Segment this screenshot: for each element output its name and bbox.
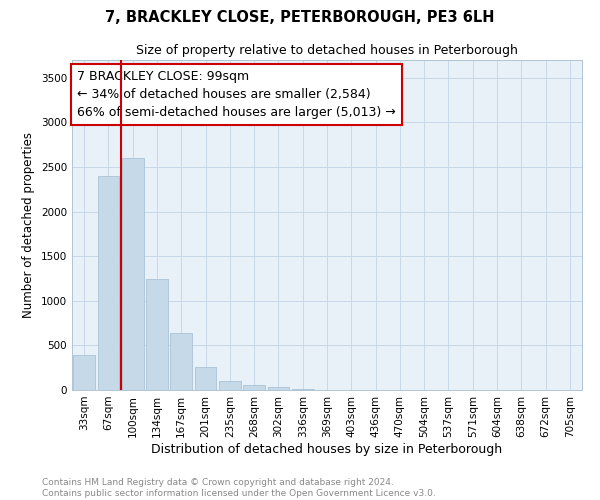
Bar xyxy=(292,388,314,390)
Bar xyxy=(243,385,265,390)
X-axis label: Distribution of detached houses by size in Peterborough: Distribution of detached houses by size … xyxy=(151,442,503,456)
Text: 7 BRACKLEY CLOSE: 99sqm
← 34% of detached houses are smaller (2,584)
66% of semi: 7 BRACKLEY CLOSE: 99sqm ← 34% of detache… xyxy=(77,70,396,119)
Text: Contains HM Land Registry data © Crown copyright and database right 2024.
Contai: Contains HM Land Registry data © Crown c… xyxy=(42,478,436,498)
Bar xyxy=(73,355,95,390)
Y-axis label: Number of detached properties: Number of detached properties xyxy=(22,132,35,318)
Bar xyxy=(219,381,241,390)
Bar xyxy=(268,388,289,390)
Text: 7, BRACKLEY CLOSE, PETERBOROUGH, PE3 6LH: 7, BRACKLEY CLOSE, PETERBOROUGH, PE3 6LH xyxy=(105,10,495,25)
Bar xyxy=(97,176,119,390)
Bar xyxy=(194,368,217,390)
Title: Size of property relative to detached houses in Peterborough: Size of property relative to detached ho… xyxy=(136,44,518,58)
Bar xyxy=(146,280,168,390)
Bar xyxy=(170,333,192,390)
Bar xyxy=(122,158,143,390)
